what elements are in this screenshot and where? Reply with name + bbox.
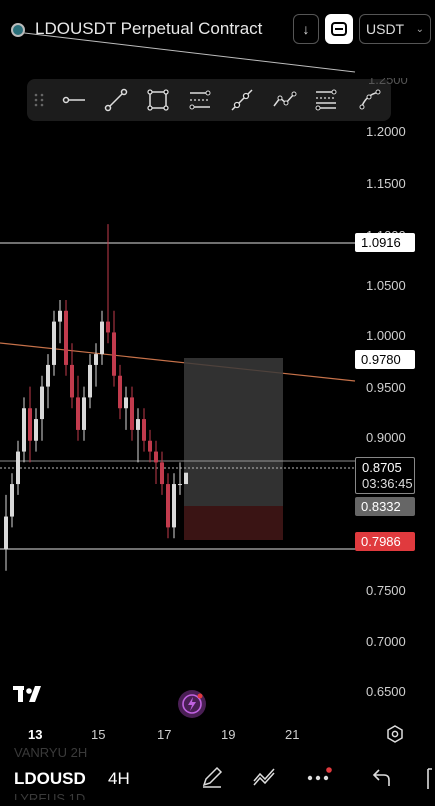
symbol-title[interactable]: LDOUSDT Perpetual Contract [35, 19, 263, 38]
fib-retracement-tool-icon[interactable] [313, 87, 339, 113]
candle-body [142, 419, 146, 441]
watchlist-ghost-bottom: LYREUS 1D [14, 791, 86, 806]
candle-body [40, 386, 44, 420]
price-label: 1.1500 [366, 176, 406, 191]
bottom-toolbar: VANRYU 2H LDOUSD 4H LYREUS 1D [0, 745, 435, 800]
candle-body [136, 419, 140, 430]
position-target-zone[interactable] [184, 358, 283, 506]
candle-body [64, 310, 68, 365]
download-button[interactable]: ↓ [293, 14, 319, 44]
trendline-price-tag[interactable]: 0.9780 [355, 350, 415, 369]
price-label: 0.7500 [366, 583, 406, 598]
candle-body [124, 397, 128, 409]
price-label: 1.0500 [366, 278, 406, 293]
stop-level-tag: 0.8332 [355, 497, 415, 516]
pen-draw-icon[interactable] [200, 765, 224, 789]
price-label: 0.9500 [366, 380, 406, 395]
top-trendline[interactable] [15, 31, 356, 73]
price-label: 0.6500 [366, 684, 406, 699]
price-label: 1.2000 [366, 124, 406, 139]
candle-body [148, 440, 152, 452]
price-label: 1.0000 [366, 328, 406, 343]
quick-trade-button[interactable] [178, 690, 206, 718]
position-stop-zone[interactable] [184, 506, 283, 540]
rectangle-tool-icon[interactable] [145, 87, 171, 113]
currency-select[interactable]: USDT ⌄ [359, 14, 431, 44]
candle-countdown: 03:36:45 [355, 474, 415, 494]
settings-gear-icon[interactable] [386, 725, 404, 743]
candle-body [88, 364, 92, 398]
orange-trendline[interactable] [0, 342, 356, 382]
more-options-icon[interactable] [305, 765, 333, 789]
candle-body [112, 332, 116, 376]
candle-body [118, 375, 122, 409]
header: LDOUSDT Perpetual Contract ↓ USDT ⌄ [0, 14, 435, 46]
trend-line-tool-icon[interactable] [103, 87, 129, 113]
last-price-tag: 0.8705 [355, 457, 415, 477]
undo-icon[interactable] [370, 765, 392, 789]
candle-body [82, 397, 86, 430]
price-label-partial-top: 1.2500 [368, 72, 408, 87]
time-label: 15 [91, 727, 106, 742]
candle-body [28, 408, 32, 441]
fullscreen-icon [331, 22, 347, 36]
fullscreen-button[interactable] [325, 14, 353, 44]
redo-icon[interactable] [420, 765, 434, 791]
drag-handle-icon[interactable] [31, 87, 47, 113]
candle-body [166, 484, 170, 528]
time-label: 13 [28, 727, 43, 742]
candle-body [76, 397, 80, 430]
candle-body [4, 516, 8, 550]
candle-body [172, 484, 176, 528]
ray-tool-icon[interactable] [229, 87, 255, 113]
candle-body [94, 354, 98, 365]
indicators-icon[interactable] [252, 765, 278, 789]
bottom-symbol[interactable]: LDOUSD [14, 769, 86, 788]
candle-body [22, 408, 26, 452]
interval-selector[interactable]: 4H [108, 769, 130, 788]
drawing-toolbar [27, 79, 391, 121]
candle-body [106, 321, 110, 333]
curve-tool-icon[interactable] [357, 87, 383, 113]
parallel-channel-tool-icon[interactable] [187, 87, 213, 113]
candle-body [130, 397, 134, 430]
price-label: 0.7000 [366, 634, 406, 649]
candle-body [46, 364, 50, 387]
tradingview-logo [13, 686, 41, 702]
candle-body [34, 419, 38, 441]
candle-body [16, 451, 20, 485]
candle-body [70, 364, 74, 398]
currency-label: USDT [366, 21, 405, 37]
candle-body [154, 451, 158, 463]
resistance-price-tag[interactable]: 1.0916 [355, 233, 415, 252]
lightning-icon [182, 693, 203, 714]
candle-body [58, 310, 62, 322]
download-icon: ↓ [302, 21, 310, 37]
support-price-tag[interactable]: 0.7986 [355, 532, 415, 551]
watchlist-ghost-top: VANRYU 2H [14, 745, 88, 760]
candle-body [100, 321, 104, 355]
symbol-logo-icon[interactable] [11, 23, 25, 37]
path-tool-icon[interactable] [271, 87, 297, 113]
candle-body [160, 462, 164, 485]
time-label: 21 [285, 727, 300, 742]
candles-group [4, 224, 188, 571]
time-label: 19 [221, 727, 236, 742]
candle-body [10, 484, 14, 517]
horizontal-ray-tool-icon[interactable] [61, 87, 87, 113]
price-label: 0.9000 [366, 430, 406, 445]
candle-body [184, 472, 188, 485]
candle-body [178, 484, 182, 486]
candle-body [52, 321, 56, 365]
chevron-down-icon: ⌄ [415, 23, 424, 35]
time-label: 17 [157, 727, 172, 742]
